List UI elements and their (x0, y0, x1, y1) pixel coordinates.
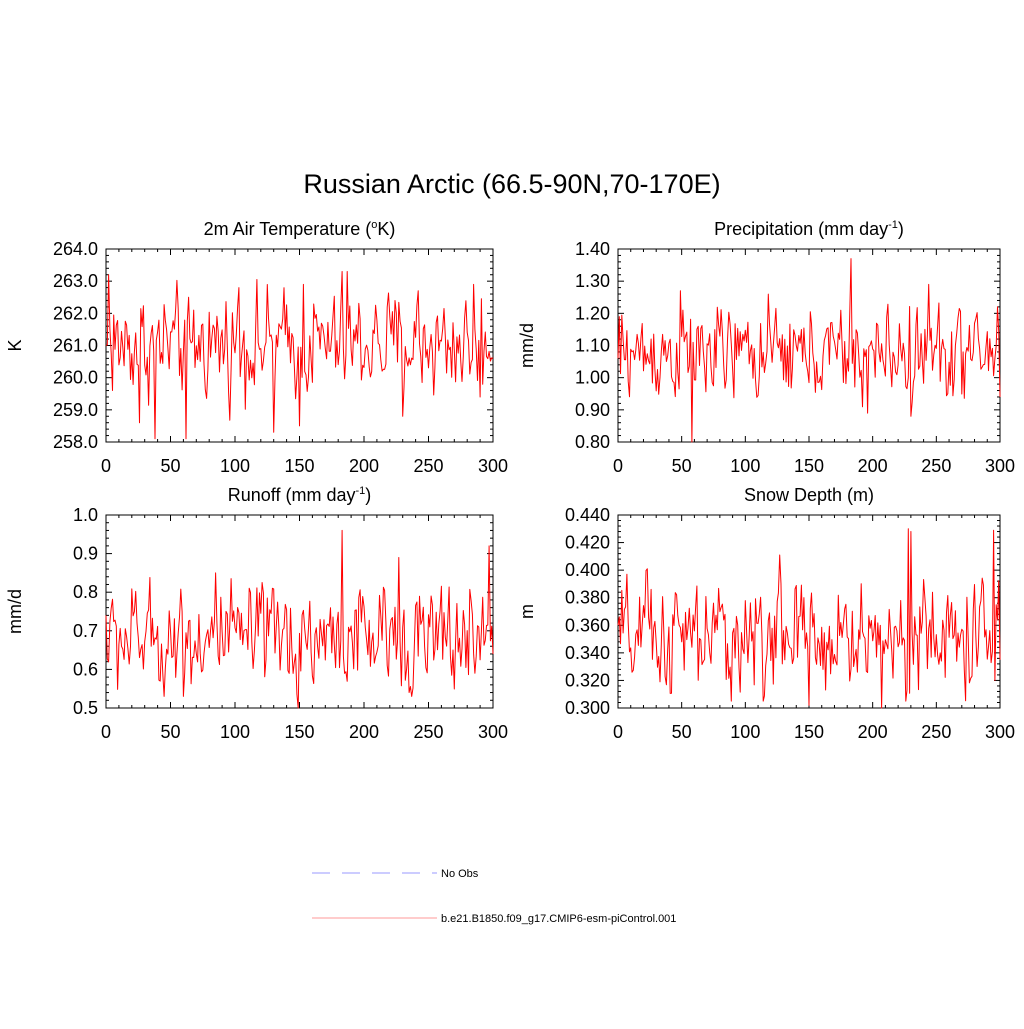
plot-frame (105, 514, 494, 709)
y-tick-label: 1.10 (575, 336, 610, 356)
y-tick-label: 258.0 (53, 432, 98, 452)
x-tick-label: 250 (413, 722, 443, 742)
y-tick-label: 0.380 (565, 588, 610, 608)
x-tick-label: 50 (672, 722, 692, 742)
legend-label-model: b.e21.B1850.f09_g17.CMIP6-esm-piControl.… (441, 913, 676, 925)
y-tick-label: 263.0 (53, 271, 98, 291)
y-tick-label: 0.400 (565, 560, 610, 580)
main-title: Russian Arctic (66.5-90N,70-170E) (303, 169, 720, 199)
y-tick-label: 0.360 (565, 615, 610, 635)
y-tick-label: 0.420 (565, 533, 610, 553)
series-line (105, 529, 494, 709)
y-tick-label: 0.5 (73, 698, 98, 718)
y-tick-label: 261.0 (53, 336, 98, 356)
x-tick-label: 250 (921, 722, 951, 742)
y-tick-label: 1.0 (73, 505, 98, 525)
x-tick-label: 100 (220, 722, 250, 742)
y-tick-label: 259.0 (53, 400, 98, 420)
y-tick-label: 0.7 (73, 621, 98, 641)
panel-title: Snow Depth (m) (744, 485, 874, 505)
panel-title: Precipitation (mm day-1) (714, 219, 904, 239)
panel-title: Runoff (mm day-1) (228, 485, 372, 505)
y-tick-label: 0.6 (73, 659, 98, 679)
y-tick-label: 260.0 (53, 368, 98, 388)
panel-4: Snow Depth (m) m 0 50 100 150 200 250 300 0.300 0.… (517, 485, 1015, 742)
y-tick-label: 262.0 (53, 303, 98, 323)
x-tick-label: 200 (349, 456, 379, 476)
plot-frame (617, 248, 1001, 443)
y-tick-label: 1.30 (575, 271, 610, 291)
x-tick-label: 250 (921, 456, 951, 476)
x-tick-label: 300 (478, 456, 508, 476)
y-axis-label: mm/d (5, 589, 25, 634)
panel-2: Precipitation (mm day-1) mm/d 0 50 100 150 200… (517, 219, 1015, 476)
y-tick-label: 0.340 (565, 643, 610, 663)
x-tick-label: 300 (985, 722, 1015, 742)
x-tick-label: 250 (413, 456, 443, 476)
x-tick-label: 0 (101, 722, 111, 742)
y-axis-label: mm/d (517, 323, 537, 368)
panels: 2m Air Temperature (oK) K 0 50 100 150 200 250 3… (5, 219, 1015, 742)
y-tick-label: 0.440 (565, 505, 610, 525)
y-tick-label: 0.320 (565, 670, 610, 690)
x-tick-label: 50 (160, 456, 180, 476)
y-axis-label: m (517, 604, 537, 619)
x-tick-label: 0 (101, 456, 111, 476)
panel-title: 2m Air Temperature (oK) (204, 219, 396, 239)
x-tick-label: 50 (160, 722, 180, 742)
panel-3: Runoff (mm day-1) mm/d 0 50 100 150 200 250 300 0… (5, 485, 508, 742)
x-tick-label: 200 (858, 722, 888, 742)
x-tick-label: 150 (284, 722, 314, 742)
legend: No Obs b.e21.B1850.f09_g17.CMIP6-esm-piC… (312, 868, 676, 925)
legend-label-no-obs: No Obs (441, 868, 479, 880)
y-tick-label: 1.40 (575, 239, 610, 259)
panel-1: 2m Air Temperature (oK) K 0 50 100 150 200 250 3… (5, 219, 508, 476)
x-tick-label: 200 (858, 456, 888, 476)
x-tick-label: 300 (985, 456, 1015, 476)
y-tick-label: 1.20 (575, 303, 610, 323)
x-tick-label: 200 (349, 722, 379, 742)
x-tick-label: 0 (613, 456, 623, 476)
y-tick-label: 0.8 (73, 582, 98, 602)
x-tick-label: 100 (730, 456, 760, 476)
x-tick-label: 50 (672, 456, 692, 476)
y-axis-label: K (5, 339, 25, 351)
x-tick-label: 0 (613, 722, 623, 742)
y-tick-label: 264.0 (53, 239, 98, 259)
y-tick-label: 1.00 (575, 368, 610, 388)
y-tick-label: 0.80 (575, 432, 610, 452)
series-line (617, 528, 1001, 709)
x-tick-label: 300 (478, 722, 508, 742)
series-line (105, 271, 494, 440)
x-tick-label: 150 (284, 456, 314, 476)
series-line (617, 258, 1001, 443)
y-tick-label: 0.300 (565, 698, 610, 718)
y-tick-label: 0.9 (73, 544, 98, 564)
x-tick-label: 100 (220, 456, 250, 476)
x-tick-label: 150 (794, 722, 824, 742)
x-tick-label: 100 (730, 722, 760, 742)
x-tick-label: 150 (794, 456, 824, 476)
y-tick-label: 0.90 (575, 400, 610, 420)
